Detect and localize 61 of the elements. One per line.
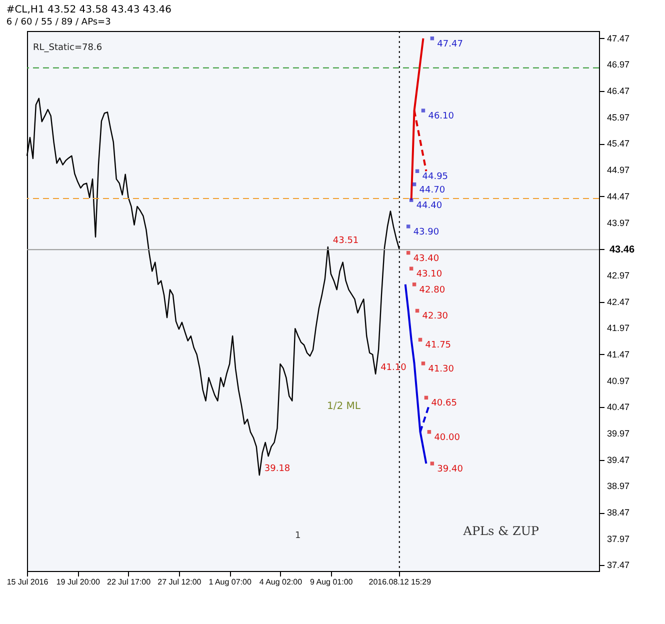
y-tick-label: 37.47 xyxy=(607,560,630,570)
y-tick-label: 39.47 xyxy=(607,454,630,465)
y-tick-label: 47.47 xyxy=(607,33,630,44)
y-tick-label: 37.97 xyxy=(607,534,630,544)
x-tick-label: 2016.08.12 15:29 xyxy=(368,578,432,586)
x-tick-label: 22 Jul 17:00 xyxy=(106,578,152,586)
annotation: APLs & ZUP xyxy=(462,524,539,538)
y-tick-label: 46.97 xyxy=(607,60,630,70)
x-tick-label: 15 Jul 2016 xyxy=(6,578,49,586)
point xyxy=(421,108,426,112)
data-label: 44.95 xyxy=(422,172,448,182)
annotation: RL_Static=78.6 xyxy=(33,43,102,53)
annotation: 1 xyxy=(295,531,301,541)
y-tick-label: 42.97 xyxy=(607,270,630,280)
data-label: 39.18 xyxy=(264,464,290,474)
y-tick-label: 44.47 xyxy=(607,191,630,202)
y-tick-label: 39.97 xyxy=(607,428,630,438)
data-label: 42.30 xyxy=(422,312,448,322)
ref-line-label: 43.46 xyxy=(609,244,635,256)
data-label: 43.90 xyxy=(413,227,440,238)
point xyxy=(406,224,410,228)
data-label: 47.47 xyxy=(437,39,463,50)
data-label: 44.40 xyxy=(416,201,442,212)
data-label: 46.10 xyxy=(428,112,454,122)
point xyxy=(421,362,426,366)
chart-subtitle: 6 / 60 / 55 / 89 / APs=3 xyxy=(6,18,111,28)
y-tick-label: 38.47 xyxy=(607,508,630,518)
chart-title: #CL,H1 43.52 43.58 43.43 43.46 xyxy=(6,4,172,16)
data-label: 43.10 xyxy=(416,270,442,280)
annotation: 1/2 ML xyxy=(327,401,361,412)
data-label: 41.30 xyxy=(428,364,454,374)
data-label: 43.40 xyxy=(413,254,440,264)
data-label: 44.70 xyxy=(419,185,446,196)
data-label: 40.00 xyxy=(434,432,460,443)
data-label: 43.51 xyxy=(332,236,359,246)
x-tick-label: 27 Jul 12:00 xyxy=(158,578,202,586)
y-tick-label: 46.47 xyxy=(607,86,630,96)
y-tick-label: 40.97 xyxy=(607,376,630,386)
data-label: 39.40 xyxy=(437,464,464,475)
y-tick-label: 38.97 xyxy=(607,481,630,492)
point xyxy=(412,282,416,286)
x-tick-label: 4 Aug 02:00 xyxy=(259,578,303,586)
x-tick-label: 19 Jul 20:00 xyxy=(56,578,100,586)
y-tick-label: 44.97 xyxy=(607,165,630,176)
point xyxy=(409,198,414,202)
data-label: 41.10 xyxy=(380,362,407,373)
data-label: 40.65 xyxy=(431,398,457,409)
y-tick-label: 40.47 xyxy=(607,402,630,412)
y-tick-label: 43.97 xyxy=(607,218,630,228)
y-tick-label: 42.47 xyxy=(607,296,630,307)
point xyxy=(427,430,432,434)
point xyxy=(430,462,434,466)
point xyxy=(409,266,414,270)
data-label: 42.80 xyxy=(419,285,446,296)
y-tick-label: 41.47 xyxy=(607,349,630,360)
data-label: 41.75 xyxy=(425,340,452,351)
y-tick-label: 41.97 xyxy=(607,323,630,334)
x-tick-label: 9 Aug 01:00 xyxy=(310,578,354,586)
y-tick-label: 45.97 xyxy=(607,112,630,122)
y-tick-label: 45.47 xyxy=(607,138,630,149)
x-tick-label: 1 Aug 07:00 xyxy=(208,578,252,586)
